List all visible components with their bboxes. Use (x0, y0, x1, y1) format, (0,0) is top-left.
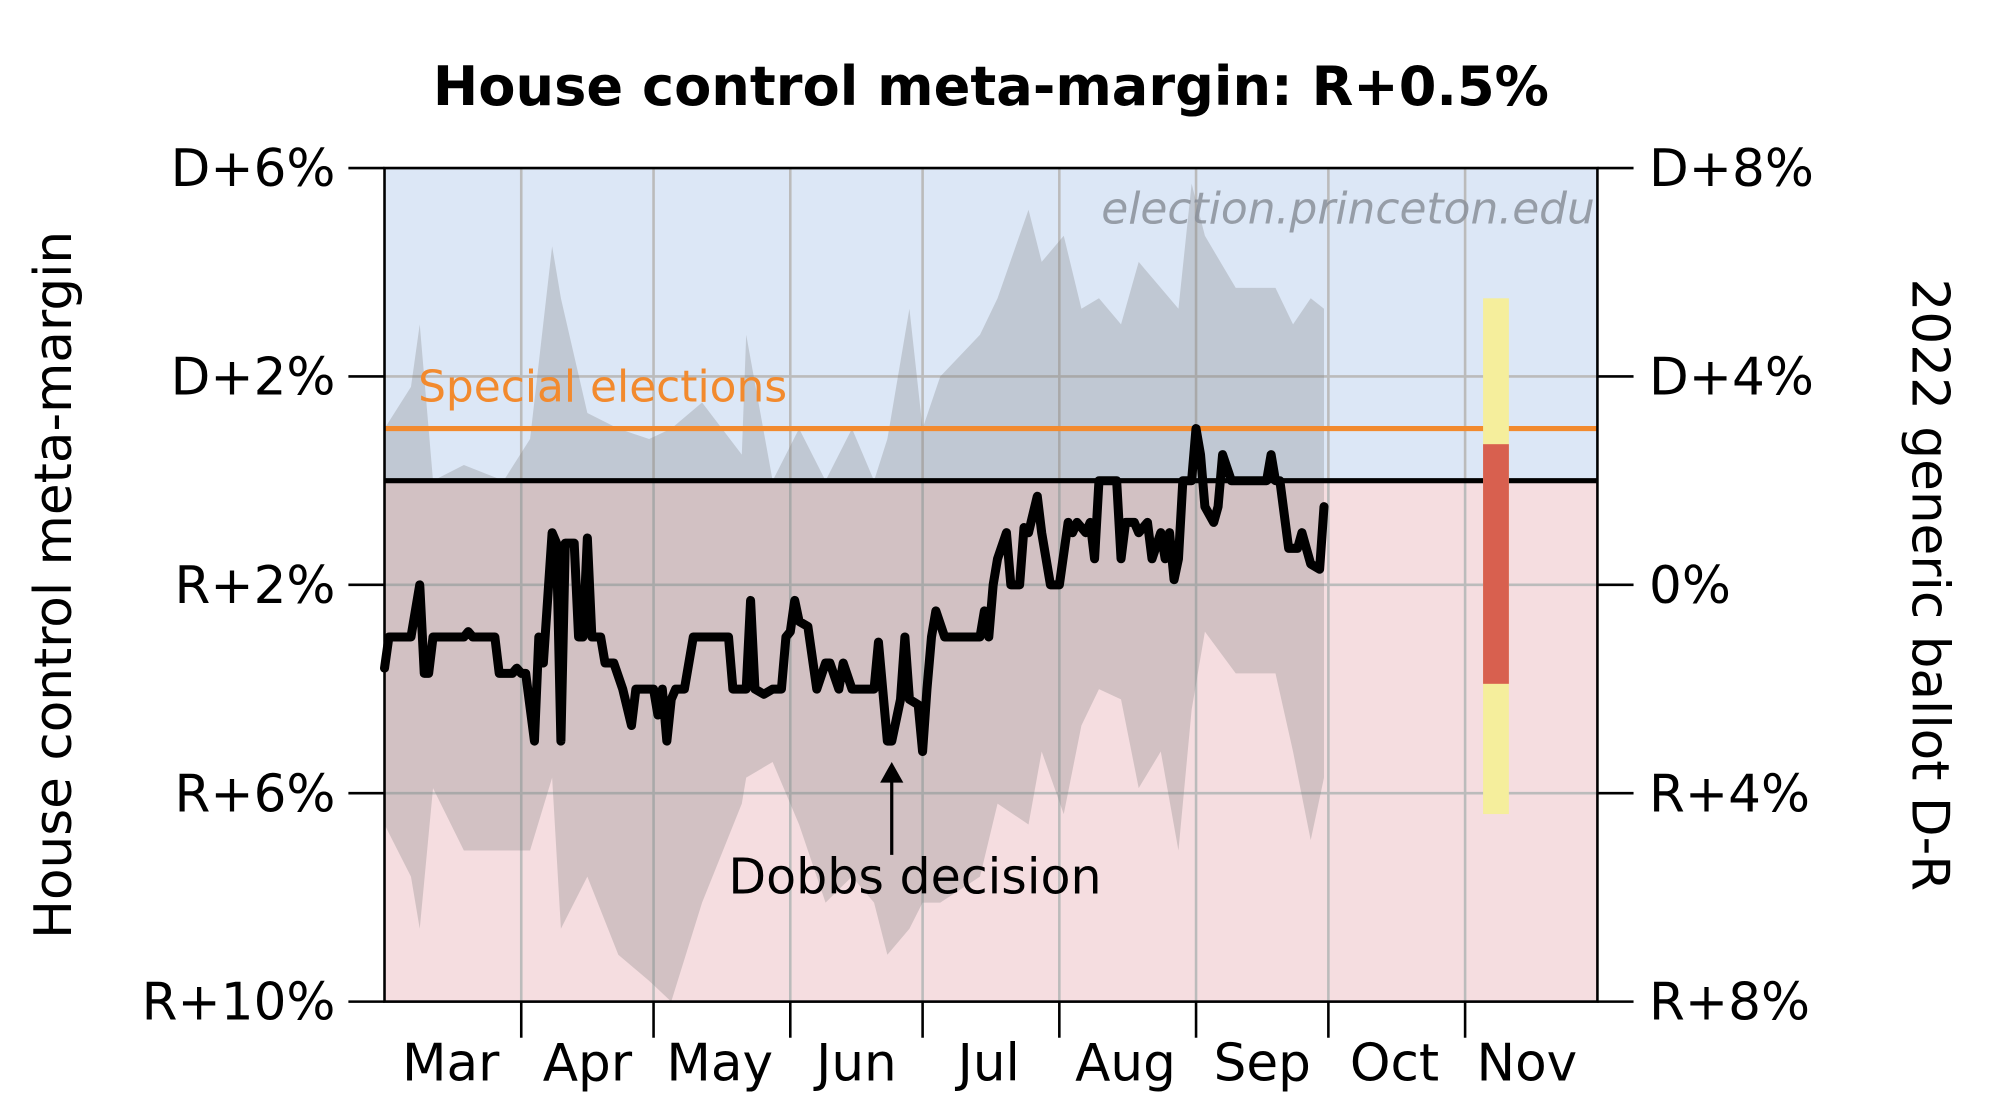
x-tick-label: Nov (1476, 1033, 1577, 1093)
generic-ballot-inner-range (1483, 444, 1509, 684)
watermark: election.princeton.edu (1101, 184, 1595, 235)
y-tick-label-left: R+2% (174, 556, 335, 616)
x-tick-label: Jul (955, 1033, 1020, 1093)
x-tick-label: Mar (402, 1033, 500, 1093)
annotation-arrow-head (880, 761, 904, 783)
y-tick-label-right: D+4% (1649, 348, 1814, 408)
uncertainty-band (384, 183, 1325, 1002)
chart-title: House control meta-margin: R+0.5% (433, 55, 1549, 118)
y-tick-label-left: D+2% (171, 348, 336, 408)
y-axis-label-right: 2022 generic ballot D-R (1899, 279, 1959, 892)
y-tick-label-left: R+10% (142, 973, 336, 1033)
y-tick-label-right: R+4% (1649, 764, 1810, 824)
x-tick-label: Jun (813, 1033, 897, 1093)
x-tick-label: Aug (1075, 1033, 1176, 1093)
annotation-label: Dobbs decision (728, 848, 1101, 906)
special-elections-label: Special elections (418, 362, 787, 413)
x-tick-label: Apr (543, 1033, 633, 1093)
x-tick-label: May (666, 1033, 773, 1093)
x-tick-label: Oct (1350, 1033, 1439, 1093)
y-tick-label-left: R+6% (174, 764, 335, 824)
plot-area: election.princeton.edu Special elections D… (142, 139, 1814, 1093)
y-tick-label-right: 0% (1649, 556, 1731, 616)
y-tick-label-left: D+6% (171, 139, 336, 199)
y-tick-label-right: R+8% (1649, 973, 1810, 1033)
y-tick-label-right: D+8% (1649, 139, 1814, 199)
meta-margin-line (380, 424, 1329, 757)
x-tick-label: Sep (1214, 1033, 1311, 1093)
y-axis-label-left: House control meta-margin (24, 231, 84, 939)
